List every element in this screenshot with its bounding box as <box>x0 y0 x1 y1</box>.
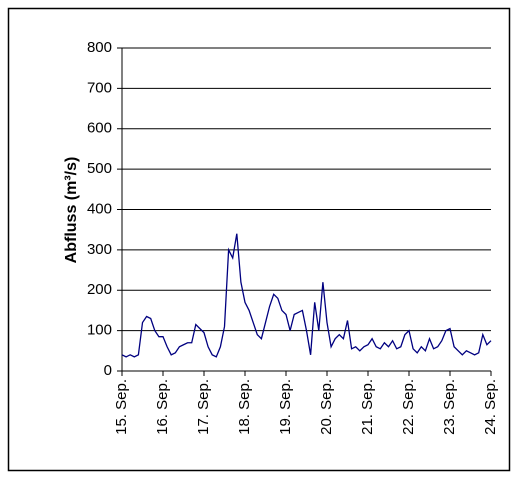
x-tick-label: 16. Sep. <box>154 379 171 435</box>
y-tick-label: 500 <box>87 160 112 177</box>
y-tick-label: 700 <box>87 79 112 96</box>
data-line <box>121 233 492 358</box>
y-axis-title: Abfluss (m³/s) <box>63 157 80 264</box>
x-tick-label: 21. Sep. <box>359 379 376 435</box>
x-tick-label: 24. Sep. <box>482 379 499 435</box>
x-tick-label: 18. Sep. <box>236 379 253 435</box>
x-tick-label: 19. Sep. <box>277 379 294 435</box>
x-tick-label: 15. Sep. <box>113 379 130 435</box>
y-tick-label: 100 <box>87 322 112 339</box>
x-tick-label: 22. Sep. <box>400 379 417 435</box>
x-tick-label: 20. Sep. <box>318 379 335 435</box>
chart-border <box>7 7 511 472</box>
y-tick-label: 400 <box>87 200 112 217</box>
y-tick-label: 200 <box>87 281 112 298</box>
y-tick-label: 300 <box>87 241 112 258</box>
y-tick-label: 600 <box>87 120 112 137</box>
x-tick-label: 23. Sep. <box>441 379 458 435</box>
y-tick-label: 800 <box>87 39 112 56</box>
x-tick-label: 17. Sep. <box>195 379 212 435</box>
y-tick-label: 0 <box>104 362 112 379</box>
